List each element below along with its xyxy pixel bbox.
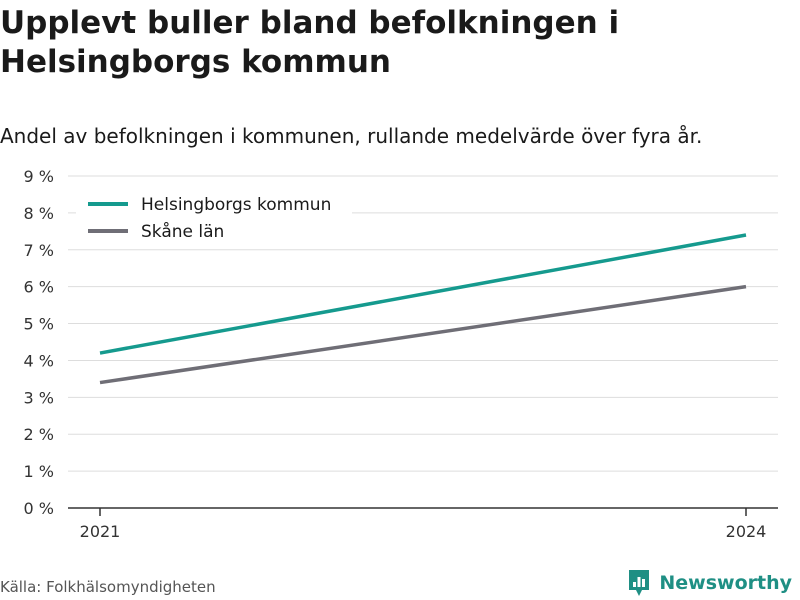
series-line xyxy=(99,284,747,385)
newsworthy-logo-text: Newsworthy xyxy=(659,572,792,594)
y-tick-label: 8 % xyxy=(24,204,54,223)
legend-label: Helsingborgs kommun xyxy=(141,195,331,215)
chart-subtitle: Andel av befolkningen i kommunen, rullan… xyxy=(0,124,703,148)
y-tick-label: 4 % xyxy=(24,351,54,370)
grid-lines xyxy=(68,175,778,472)
series-line xyxy=(99,233,747,355)
legend-background xyxy=(76,186,352,248)
y-tick-label: 2 % xyxy=(24,425,54,444)
source-note: Källa: Folkhälsomyndigheten xyxy=(0,578,216,596)
line-chart: 0 %1 %2 %3 %4 %5 %6 %7 %8 %9 % 2021 2024 … xyxy=(24,167,778,541)
y-tick-label: 3 % xyxy=(24,388,54,407)
y-tick-label: 0 % xyxy=(24,499,54,518)
newsworthy-logo: Newsworthy xyxy=(627,568,792,598)
y-tick-label: 9 % xyxy=(24,167,54,186)
x-tick-label: 2024 xyxy=(726,522,767,541)
y-axis-ticks: 0 % 1 % 2 % 3 % 4 % 5 % 6 % 7 % 8 % 9 % xyxy=(24,167,54,518)
chart-title: Upplevt buller bland befolkningen i Hels… xyxy=(0,5,620,80)
x-tick-label: 2021 xyxy=(80,522,121,541)
y-tick-label: 5 % xyxy=(24,315,54,334)
y-tick-label: 7 % xyxy=(24,241,54,260)
legend-label: Skåne län xyxy=(141,221,224,242)
y-tick-label: 1 % xyxy=(24,462,54,481)
series-lines xyxy=(99,233,747,385)
y-tick-label: 6 % xyxy=(24,278,54,297)
newsworthy-logo-icon xyxy=(629,570,650,596)
x-axis: 2021 2024 xyxy=(68,507,778,541)
legend: Helsingborgs kommun Skåne län xyxy=(76,186,352,248)
